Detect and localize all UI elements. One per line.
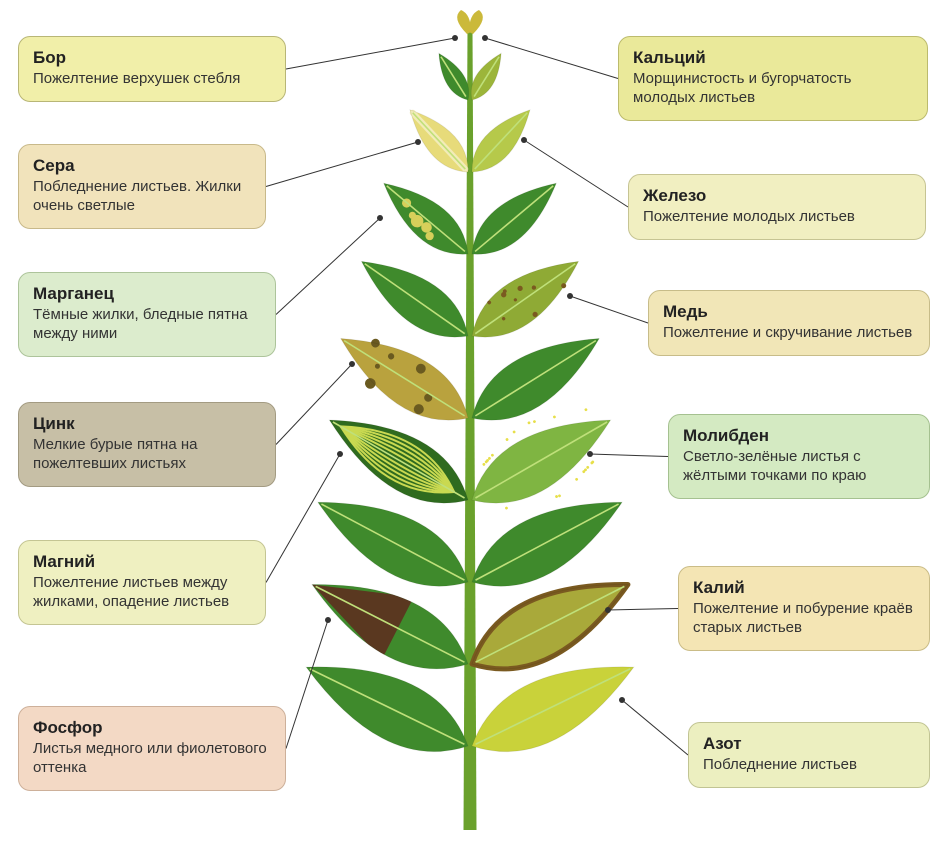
callout-title: Железо — [643, 185, 911, 206]
callout-magnesium: МагнийПожелтение листьев между жилками, … — [18, 540, 266, 625]
callout-desc: Пожелтение верхушек стебля — [33, 70, 271, 89]
callout-iron: Железо Пожелтение молодых листьев — [628, 174, 926, 240]
leaf-left — [296, 553, 484, 695]
callout-title: Кальций — [633, 47, 913, 68]
callout-desc: Мелкие бурые пятна на пожелтевших листья… — [33, 436, 261, 474]
leaf-right — [460, 169, 568, 268]
leaf-left — [304, 477, 481, 608]
callout-title: Марганец — [33, 283, 261, 304]
callout-calcium: КальцийМорщинистость и бугорчатость моло… — [618, 36, 928, 121]
leaf-left — [372, 169, 480, 268]
callout-desc: Пожелтение молодых листьев — [643, 208, 911, 227]
leaf-left — [399, 100, 478, 182]
callout-zinc: ЦинкМелкие бурые пятна на пожелтевших ли… — [18, 402, 276, 487]
callout-desc: Побледнение листьев — [703, 756, 915, 775]
callout-desc: Пожелтение листьев между жилками, опаден… — [33, 574, 251, 612]
callout-molybdenum: МолибденСветло-зелёные листья с жёлтыми … — [668, 414, 930, 499]
leaf-right — [458, 477, 635, 608]
callout-title: Магний — [33, 551, 251, 572]
callout-title: Цинк — [33, 413, 261, 434]
callout-desc: Светло-зелёные листья с жёлтыми точками … — [683, 448, 915, 486]
leaf-left — [431, 48, 476, 105]
callout-desc: Тёмные жилки, бледные пятна между ними — [33, 306, 261, 344]
callout-title: Сера — [33, 155, 251, 176]
leaf-right — [458, 558, 641, 690]
callout-title: Калий — [693, 577, 915, 598]
callout-title: Азот — [703, 733, 915, 754]
leaf-right — [458, 317, 612, 440]
callout-title: Медь — [663, 301, 915, 322]
callout-desc: Пожелтение и скручивание листьев — [663, 324, 915, 343]
callout-boron: Бор Пожелтение верхушек стебля — [18, 36, 286, 102]
callout-sulfur: СераПобледнение листьев. Жилки очень све… — [18, 144, 266, 229]
leaf-right — [461, 100, 540, 182]
leaf-left — [349, 243, 481, 354]
callout-desc: Побледнение листьев. Жилки очень светлые — [33, 178, 251, 216]
leaf-right — [459, 243, 591, 354]
nutrient-deficiency-diagram: { "canvas": { "w": 950, "h": 852, "bg": … — [0, 0, 950, 852]
callout-potassium: КалийПожелтение и побурение краёв старых… — [678, 566, 930, 651]
callout-title: Бор — [33, 47, 271, 68]
callout-nitrogen: Азот Побледнение листьев — [688, 722, 930, 788]
leaf-right — [464, 48, 509, 105]
callout-desc: Листья медного или фиолетового оттенка — [33, 740, 271, 778]
leaf-left — [326, 317, 481, 442]
callout-phosphorus: ФосфорЛистья медного или фиолетового отт… — [18, 706, 286, 791]
callout-manganese: МарганецТёмные жилки, бледные пятна межд… — [18, 272, 276, 357]
leaf-left — [293, 640, 482, 774]
callout-copper: Медь Пожелтение и скручивание листьев — [648, 290, 930, 356]
callout-title: Молибден — [683, 425, 915, 446]
callout-desc: Пожелтение и побурение краёв старых лист… — [693, 600, 915, 638]
leaf-right — [452, 386, 631, 536]
leaf-left — [316, 396, 482, 523]
leaf-right — [459, 640, 648, 774]
callout-desc: Морщинистость и бугорчатость молодых лис… — [633, 70, 913, 108]
callout-title: Фосфор — [33, 717, 271, 738]
